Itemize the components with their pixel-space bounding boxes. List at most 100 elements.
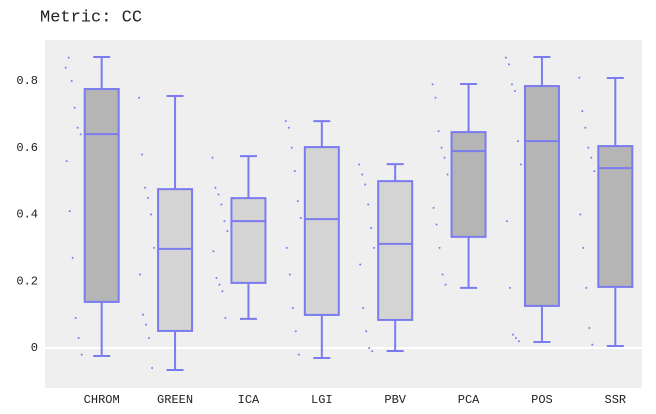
data-point xyxy=(373,246,376,249)
data-point xyxy=(505,220,508,223)
data-point xyxy=(215,276,218,279)
y-tick-label: 0.8 xyxy=(16,74,38,88)
data-point xyxy=(214,186,217,189)
data-point xyxy=(284,120,287,123)
data-point xyxy=(358,163,361,166)
data-point xyxy=(584,126,587,129)
data-point xyxy=(74,316,77,319)
data-point xyxy=(444,283,447,286)
data-point xyxy=(79,133,82,136)
data-point xyxy=(513,90,516,93)
data-point xyxy=(153,246,156,249)
data-point xyxy=(514,336,517,339)
box xyxy=(377,180,414,321)
data-point xyxy=(211,156,214,159)
data-point xyxy=(434,96,437,99)
data-point xyxy=(294,330,297,333)
data-point xyxy=(224,316,227,319)
x-tick-label: SSR xyxy=(605,393,627,407)
data-point xyxy=(581,110,584,113)
box xyxy=(83,88,120,303)
box xyxy=(523,85,560,307)
data-point xyxy=(508,286,511,289)
data-point xyxy=(578,76,581,79)
data-point xyxy=(590,156,593,159)
data-point xyxy=(362,306,365,309)
data-point xyxy=(218,283,221,286)
data-point xyxy=(151,366,154,369)
data-point xyxy=(77,336,80,339)
data-point xyxy=(593,170,596,173)
data-point xyxy=(299,216,302,219)
data-point xyxy=(144,186,147,189)
y-tick-label: 0 xyxy=(31,341,38,355)
data-point xyxy=(579,213,582,216)
x-tick-label: POS xyxy=(531,393,553,407)
data-point xyxy=(73,106,76,109)
box xyxy=(157,188,194,332)
y-tick-label: 0.6 xyxy=(16,141,38,155)
data-point xyxy=(443,156,446,159)
data-point xyxy=(65,160,68,163)
data-point xyxy=(361,173,364,176)
data-point xyxy=(221,290,224,293)
x-tick-label: GREEN xyxy=(157,393,193,407)
data-point xyxy=(507,63,510,66)
data-point xyxy=(287,126,290,129)
data-point xyxy=(288,273,291,276)
data-point xyxy=(446,173,449,176)
data-point xyxy=(138,96,141,99)
data-point xyxy=(290,146,293,149)
data-point xyxy=(148,336,151,339)
data-point xyxy=(582,246,585,249)
data-point xyxy=(212,250,215,253)
data-point xyxy=(64,66,67,69)
data-point xyxy=(370,226,373,229)
data-point xyxy=(70,80,73,83)
data-point xyxy=(365,330,368,333)
data-point xyxy=(588,326,591,329)
data-point xyxy=(285,246,288,249)
data-point xyxy=(226,230,229,233)
x-tick-label: LGI xyxy=(311,393,333,407)
data-point xyxy=(297,353,300,356)
data-point xyxy=(291,306,294,309)
y-tick-label: 0.2 xyxy=(16,274,38,288)
x-tick-label: CHROM xyxy=(84,393,120,407)
data-point xyxy=(145,323,148,326)
data-point xyxy=(585,286,588,289)
data-point xyxy=(68,210,71,213)
data-point xyxy=(435,223,438,226)
data-point xyxy=(71,256,74,259)
data-point xyxy=(223,220,226,223)
data-point xyxy=(504,56,507,59)
data-point xyxy=(517,340,520,343)
data-point xyxy=(519,163,522,166)
data-point xyxy=(147,196,150,199)
data-point xyxy=(371,350,374,353)
data-point xyxy=(139,273,142,276)
data-point xyxy=(220,203,223,206)
data-point xyxy=(67,56,70,59)
box xyxy=(303,146,340,316)
y-tick-label: 0.4 xyxy=(16,208,38,222)
data-point xyxy=(76,126,79,129)
data-point xyxy=(437,130,440,133)
data-point xyxy=(591,343,594,346)
data-point xyxy=(367,203,370,206)
data-point xyxy=(516,140,519,143)
chart-title: Metric: CC xyxy=(40,8,142,27)
box xyxy=(230,197,267,284)
data-point xyxy=(432,206,435,209)
data-point xyxy=(440,146,443,149)
data-point xyxy=(510,83,513,86)
data-point xyxy=(217,193,220,196)
data-point xyxy=(296,200,299,203)
data-point xyxy=(359,263,362,266)
box xyxy=(450,131,487,238)
data-point xyxy=(364,183,367,186)
x-tick-label: PCA xyxy=(458,393,480,407)
data-point xyxy=(142,313,145,316)
x-tick-label: ICA xyxy=(238,393,260,407)
